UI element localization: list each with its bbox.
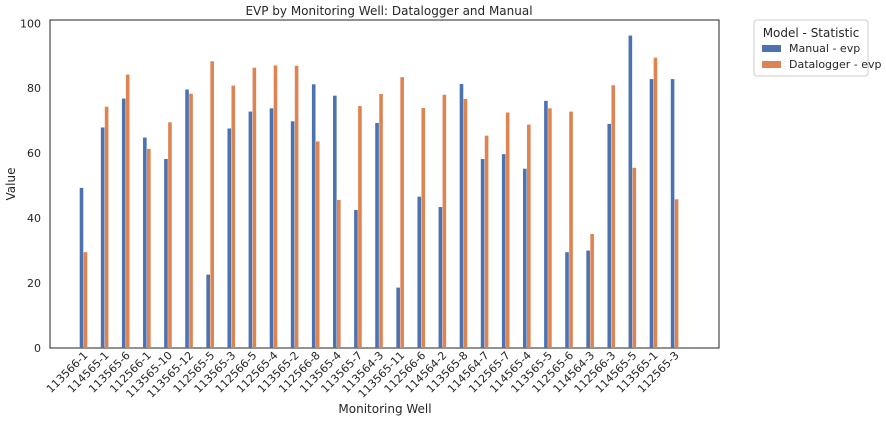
legend-swatch-datalogger [762, 61, 781, 68]
y-tick-label: 60 [27, 147, 41, 160]
bar-manual-113565-12 [185, 89, 189, 348]
bar-datalogger-114565-4 [527, 124, 531, 348]
y-tick-labels: 0 20 40 60 80 100 [20, 17, 41, 355]
bar-manual-114564-7 [480, 158, 485, 348]
bar-datalogger-114565-5 [632, 167, 637, 348]
bar-datalogger-112566-5 [252, 67, 257, 349]
bar-manual-112565-3 [670, 79, 675, 348]
bar-datalogger-112565-6 [569, 111, 573, 348]
legend-label-manual: Manual - evp [789, 42, 860, 55]
y-tick-label: 100 [20, 17, 41, 30]
bar-datalogger-112565-7 [505, 112, 510, 348]
bar-datalogger-113565-8 [463, 98, 468, 348]
legend-label-datalogger: Datalogger - evp [789, 58, 882, 71]
bar-manual-113565-8 [459, 83, 464, 348]
bar-manual-112566-3 [607, 123, 612, 348]
bar-datalogger-113565-3 [231, 85, 236, 348]
bar-datalogger-112566-8 [315, 141, 320, 348]
bar-manual-113565-10 [164, 158, 168, 348]
y-axis-title: Value [4, 168, 18, 201]
bar-manual-112565-5 [206, 274, 210, 348]
bar-manual-114564-2 [438, 207, 443, 348]
bar-manual-113565-3 [227, 128, 232, 348]
bar-manual-113566-1 [79, 187, 84, 348]
x-axis-title: Monitoring Well [338, 402, 431, 416]
bar-manual-112566-5 [248, 111, 253, 348]
bar-manual-114564-3 [586, 250, 590, 348]
bar-datalogger-112566-1 [147, 148, 151, 348]
bar-manual-112565-7 [501, 154, 506, 348]
bar-datalogger-112565-5 [210, 61, 214, 349]
bar-datalogger-112566-6 [421, 108, 426, 348]
bar-datalogger-113565-6 [125, 74, 130, 348]
bar-manual-114565-1 [100, 127, 105, 349]
legend-swatch-manual [762, 45, 781, 52]
bar-manual-112566-6 [417, 196, 422, 348]
bar-datalogger-113565-7 [358, 106, 362, 348]
bar-manual-112565-4 [269, 108, 274, 348]
bar-datalogger-112566-3 [611, 85, 616, 348]
y-tick-label: 20 [27, 277, 41, 290]
plot-frame [49, 19, 720, 349]
bar-manual-112565-6 [565, 252, 569, 348]
bar-datalogger-113566-1 [83, 252, 88, 348]
bar-datalogger-112565-4 [273, 65, 278, 348]
bar-manual-113565-11 [396, 287, 400, 348]
bar-manual-113565-1 [649, 79, 654, 348]
y-tick-label: 0 [34, 342, 41, 355]
bar-manual-113565-4 [333, 95, 337, 348]
bar-datalogger-113564-3 [379, 94, 383, 348]
bars-layer [79, 35, 679, 349]
bar-manual-113565-5 [544, 100, 548, 348]
legend-title: Model - Statistic [763, 26, 860, 40]
x-tick-labels: 113566-1114565-1113565-6112566-1113565-1… [44, 349, 682, 401]
bar-manual-113565-2 [290, 121, 295, 348]
bar-manual-114565-5 [628, 35, 633, 349]
bar-datalogger-113565-10 [168, 122, 172, 348]
bar-datalogger-114565-1 [104, 106, 109, 349]
legend-frame [753, 19, 869, 77]
bar-manual-112566-8 [311, 84, 316, 349]
chart-title: EVP by Monitoring Well: Datalogger and M… [245, 4, 532, 18]
bar-manual-112566-1 [143, 137, 147, 348]
bar-datalogger-113565-2 [294, 65, 299, 348]
bar-datalogger-113565-11 [400, 77, 404, 348]
bar-manual-114565-4 [523, 168, 527, 348]
legend: Model - Statistic Manual - evp Datalogge… [753, 19, 882, 77]
bar-datalogger-113565-5 [548, 108, 552, 348]
bar-manual-113564-3 [375, 122, 379, 348]
bar-datalogger-114564-3 [590, 234, 594, 348]
bar-datalogger-113565-12 [189, 93, 193, 348]
bar-manual-113565-6 [121, 98, 126, 348]
bar-datalogger-112565-3 [674, 199, 679, 348]
bar-datalogger-113565-4 [337, 199, 341, 348]
bar-manual-113565-7 [354, 209, 358, 348]
bar-datalogger-114564-7 [484, 135, 489, 348]
bar-datalogger-113565-1 [653, 57, 658, 349]
y-tick-label: 80 [27, 82, 41, 95]
bar-datalogger-114564-2 [442, 94, 447, 348]
y-tick-label: 40 [27, 212, 41, 225]
